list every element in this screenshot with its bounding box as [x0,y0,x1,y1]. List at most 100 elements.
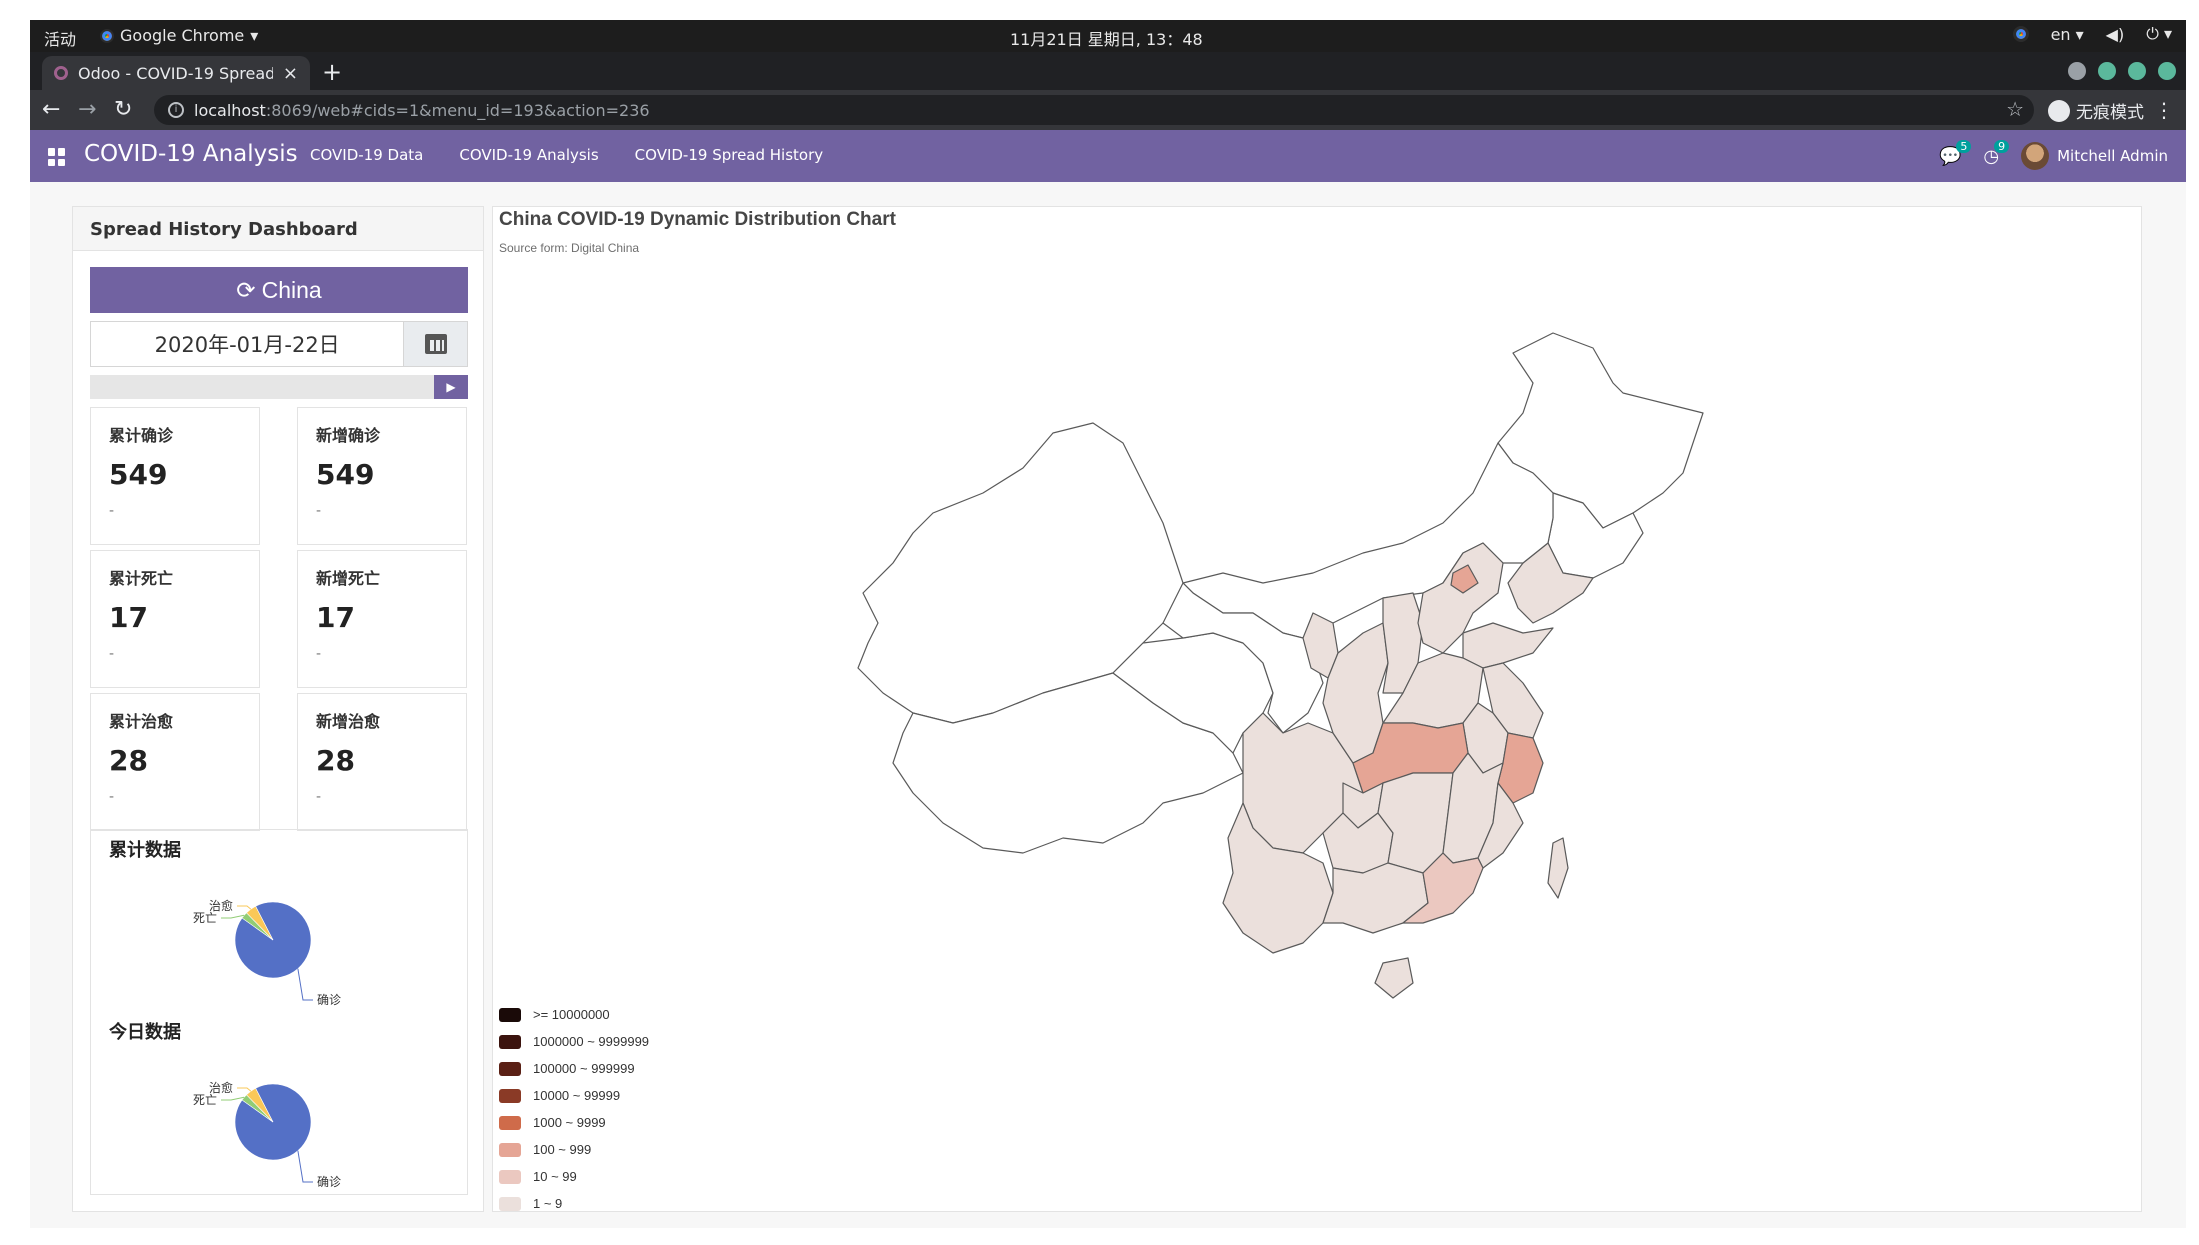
legend-item[interactable]: 1000 ~ 9999 [499,1109,649,1136]
map-region-guangdong[interactable] [1402,852,1484,924]
incognito-label: 无痕模式 [2076,103,2144,123]
maximize-window-icon[interactable] [2128,62,2146,80]
minimize-window-icon[interactable] [2098,62,2116,80]
stat-sub: - [109,789,115,805]
stat-sub: - [109,646,115,662]
url-path: :8069/web#cids=1&menu_id=193&action=236 [265,100,650,120]
pie-label-line-1 [221,1096,245,1101]
odoo-favicon-icon [54,66,68,80]
play-button[interactable]: ▶ [434,375,468,399]
back-arrow-icon[interactable]: ← [42,97,61,122]
legend-item[interactable]: 100000 ~ 999999 [499,1055,649,1082]
legend-item[interactable]: 10 ~ 99 [499,1163,649,1190]
reload-icon[interactable]: ↻ [114,97,133,122]
avatar [2021,142,2050,170]
power-icon[interactable]: ⏻ ▾ [2146,24,2172,43]
map-region-fujian[interactable] [1477,782,1524,869]
site-info-icon[interactable]: i [168,102,184,118]
stat-sub: - [109,503,115,519]
pie-label-1: 死亡 [193,1093,217,1107]
pie-slice-2[interactable] [246,1087,274,1123]
clock[interactable]: 11月21日 星期日, 13：48 [1010,30,1203,49]
map-chart-panel: China COVID-19 Dynamic Distribution Char… [492,206,2142,1212]
chevron-down-icon: ▾ [250,26,259,45]
user-menu[interactable]: Mitchell Admin [2021,142,2168,170]
legend-swatch [499,1061,521,1076]
forward-arrow-icon[interactable]: → [78,97,97,122]
pie-label-0: 确诊 [317,993,341,1007]
tab-search-icon[interactable] [2068,62,2086,80]
legend-label: >= 10000000 [533,1007,610,1022]
legend-label: 1 ~ 9 [533,1196,563,1211]
map-region-yunnan[interactable] [1222,802,1334,954]
calendar-button[interactable] [403,322,467,366]
legend-label: 1000000 ~ 9999999 [533,1034,650,1049]
map-region-shandong[interactable] [1462,622,1554,669]
timeline-slider[interactable]: ▶ [90,375,468,399]
legend-label: 100000 ~ 999999 [533,1061,635,1076]
chrome-tray-icon[interactable] [2012,26,2029,42]
legend-swatch [499,1088,521,1103]
activities-button[interactable]: 活动 [44,30,77,49]
browser-tab[interactable]: Odoo - COVID-19 Spread H × [42,56,310,90]
legend-item[interactable]: 1000000 ~ 9999999 [499,1028,649,1055]
legend-item[interactable]: >= 10000000 [499,1001,649,1028]
map-region-tibet[interactable] [892,672,1244,854]
legend-swatch [499,1115,521,1130]
system-tray[interactable]: en ▾ ◀) ⏻ ▾ [2012,24,2172,44]
apps-menu-icon[interactable] [48,148,66,166]
stat-label: 新增治愈 [316,712,381,731]
new-tab-icon[interactable]: + [322,58,343,86]
map-region-taiwan[interactable] [1547,837,1569,899]
stat-card-new-deaths: 新增死亡 17 - [297,550,467,688]
close-tab-icon[interactable]: × [282,62,298,84]
legend-item[interactable]: 1 ~ 9 [499,1190,649,1217]
date-input[interactable] [91,322,404,366]
legend-label: 10 ~ 99 [533,1169,577,1184]
pie-label-line-1 [221,914,245,919]
map-region-inner-mongolia[interactable] [1182,442,1554,639]
activities-count: 9 [1994,139,2010,153]
volume-icon[interactable]: ◀) [2105,24,2125,44]
dashboard-panel: Spread History Dashboard ⟳ China ▶ 累计确诊 … [72,206,484,1212]
pie-label-1: 死亡 [193,911,217,925]
bookmark-star-icon[interactable]: ☆ [2006,97,2024,121]
close-window-icon[interactable] [2158,62,2176,80]
stat-label: 累计治愈 [109,712,174,731]
app-menu[interactable]: Google Chrome ▾ [100,26,258,45]
browser-menu-icon[interactable]: ⋮ [2154,98,2174,122]
chrome-icon [100,28,114,43]
menu-covid-analysis[interactable]: COVID-19 Analysis [459,146,599,164]
map-region-hainan[interactable] [1374,957,1414,999]
map-region-hebei[interactable] [1417,542,1504,654]
pie-cumulative-title: 累计数据 [109,840,181,861]
pie-label-2: 治愈 [209,898,233,913]
app-brand[interactable]: COVID-19 Analysis [84,141,298,167]
language-indicator[interactable]: en ▾ [2050,24,2084,44]
pie-slice-2[interactable] [246,905,274,941]
pie-label-line-2 [237,1087,252,1092]
language-label: en [2050,24,2071,44]
map-region-liaoning[interactable] [1507,542,1594,624]
legend-item[interactable]: 100 ~ 999 [499,1136,649,1163]
activities-clock-icon[interactable]: ◷ 9 [1983,139,2010,167]
menu-spread-history[interactable]: COVID-19 Spread History [634,146,824,164]
region-refresh-button[interactable]: ⟳ China [90,267,468,313]
stat-label: 累计死亡 [109,569,174,588]
legend-swatch [499,1034,521,1049]
legend-item[interactable]: 10000 ~ 99999 [499,1082,649,1109]
map-region-gansu[interactable] [1162,582,1324,734]
legend-label: 100 ~ 999 [533,1142,592,1157]
stat-card-new-cured: 新增治愈 28 - [297,693,467,831]
url-bar[interactable]: i localhost :8069/web#cids=1&menu_id=193… [154,95,2034,125]
stat-value: 17 [109,601,148,634]
menu-covid-data[interactable]: COVID-19 Data [310,146,424,164]
map-region-beijing[interactable] [1450,564,1479,594]
stat-sub: - [316,789,322,805]
chart-subtitle: Source form: Digital China [499,241,640,255]
china-map[interactable] [763,293,1853,1133]
incognito-indicator[interactable]: 无痕模式 [2048,98,2144,123]
stat-card-total-cured: 累计治愈 28 - [90,693,260,831]
messages-icon[interactable]: 💬 5 [1939,139,1972,167]
